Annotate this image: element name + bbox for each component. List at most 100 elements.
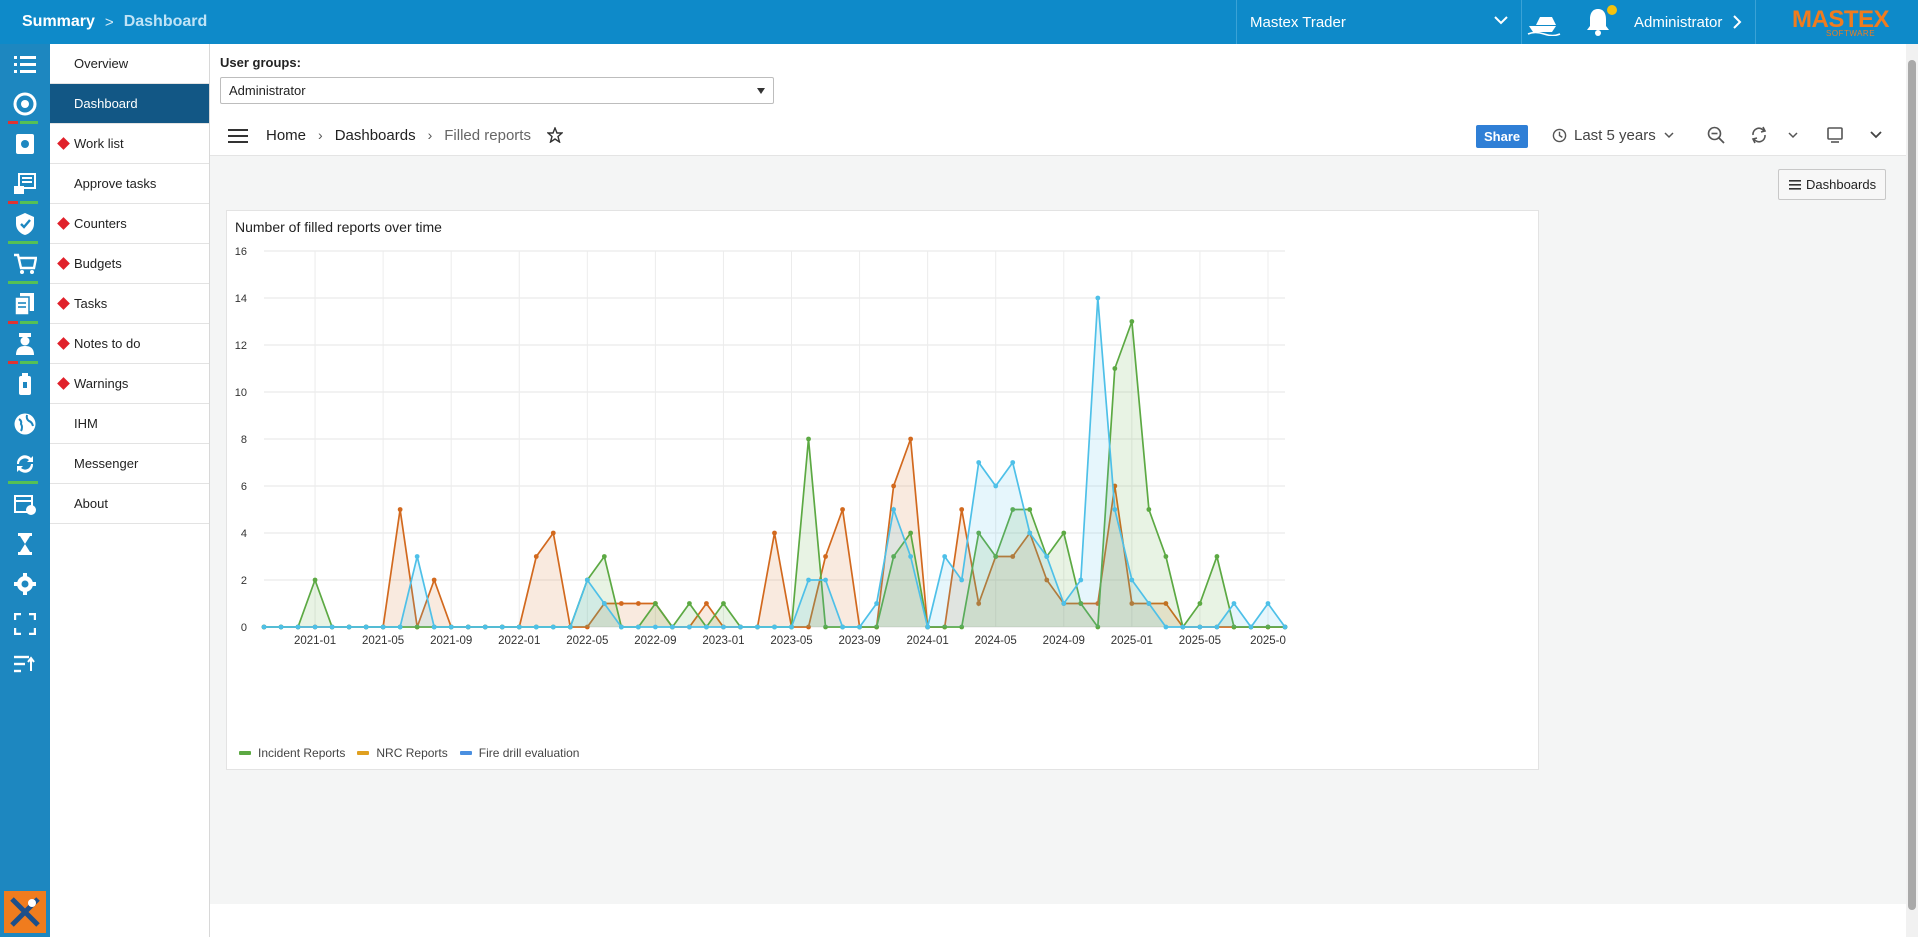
user-groups-select[interactable]: Administrator [220, 77, 774, 104]
side-menu-item-dashboard[interactable]: Dashboard [50, 84, 209, 124]
bell-icon[interactable] [1584, 6, 1612, 38]
dashboards-button[interactable]: Dashboards [1778, 169, 1886, 200]
zoom-out-icon[interactable] [1707, 126, 1725, 144]
data-point [601, 601, 607, 606]
user-groups-label: User groups: [220, 55, 301, 70]
chevron-down-icon[interactable] [1788, 130, 1798, 140]
data-point [1078, 601, 1084, 606]
dashboards-button-label: Dashboards [1806, 177, 1877, 192]
side-menu-item-overview[interactable]: Overview [50, 44, 209, 84]
time-range-label: Last 5 years [1574, 126, 1656, 144]
side-menu-item-work-list[interactable]: Work list [50, 124, 209, 164]
data-point [499, 624, 505, 630]
share-button[interactable]: Share [1476, 125, 1529, 148]
legend-item[interactable]: NRC Reports [357, 746, 448, 760]
data-point [908, 554, 914, 559]
side-menu-item-about[interactable]: About [50, 484, 209, 524]
legend-item[interactable]: Fire drill evaluation [459, 746, 579, 760]
legend-label: NRC Reports [376, 746, 448, 760]
breadcrumb-separator: › [318, 127, 323, 143]
star-icon[interactable] [546, 127, 563, 143]
user-menu[interactable]: Administrator [1634, 0, 1742, 44]
data-point [806, 577, 811, 583]
data-point [1010, 460, 1016, 465]
side-menu-item-label: Tasks [74, 296, 108, 311]
documents-icon[interactable] [0, 164, 50, 204]
data-point [261, 624, 267, 630]
vessel-selector[interactable]: Mastex Trader [1236, 0, 1522, 44]
breadcrumb-dashboards[interactable]: Dashboards [334, 126, 416, 144]
breadcrumb-summary[interactable]: Summary [22, 13, 95, 30]
side-menu-item-ihm[interactable]: IHM [50, 404, 209, 444]
data-point [1061, 601, 1067, 606]
side-menu-item-messenger[interactable]: Messenger [50, 444, 209, 484]
tv-mode-icon[interactable] [1826, 126, 1844, 144]
scrollbar-thumb[interactable] [1908, 60, 1916, 910]
ship-icon[interactable] [1526, 8, 1562, 36]
legend-swatch [459, 751, 472, 755]
x-tick-label: 2022-05 [566, 635, 608, 647]
series-area-incident-reports [264, 321, 1285, 627]
data-point [840, 624, 845, 630]
side-menu-item-warnings[interactable]: Warnings [50, 364, 209, 404]
legend-item[interactable]: Incident Reports [239, 746, 345, 760]
data-point [312, 577, 318, 583]
app-logo-icon[interactable] [4, 891, 46, 933]
data-point [976, 460, 982, 465]
data-point [874, 624, 879, 630]
safety-shield-icon[interactable] [0, 204, 50, 244]
data-point [1265, 601, 1271, 606]
settings-icon[interactable] [0, 564, 50, 604]
side-menu-item-tasks[interactable]: Tasks [50, 284, 209, 324]
list-icon[interactable] [0, 44, 50, 84]
data-point [312, 624, 318, 630]
data-point [1214, 624, 1220, 630]
data-point [601, 554, 607, 559]
sync-icon[interactable] [0, 444, 50, 484]
breadcrumb-home[interactable]: Home [266, 126, 307, 144]
side-menu-item-counters[interactable]: Counters [50, 204, 209, 244]
purchase-cart-icon[interactable] [0, 244, 50, 284]
x-tick-label: 2022-09 [634, 635, 676, 647]
mastex-logo: MASTEX SOFTWARE [1755, 0, 1918, 44]
data-point [959, 624, 965, 630]
data-point [1095, 624, 1101, 630]
x-tick-label: 2023-05 [770, 635, 812, 647]
status-bar [8, 361, 18, 364]
collapse-chevron-icon[interactable] [1870, 129, 1882, 141]
side-menu-item-budgets[interactable]: Budgets [50, 244, 209, 284]
y-tick-label: 10 [235, 387, 247, 399]
data-point [959, 507, 965, 512]
maintenance-icon[interactable] [0, 124, 50, 164]
sort-icon[interactable] [0, 644, 50, 684]
menu-icon[interactable] [228, 128, 248, 144]
side-menu-item-approve-tasks[interactable]: Approve tasks [50, 164, 209, 204]
crew-icon[interactable] [0, 324, 50, 364]
ship-stores-icon[interactable] [0, 364, 50, 404]
logo-subtext: SOFTWARE [1826, 29, 1876, 38]
data-point [976, 601, 982, 606]
breadcrumb-current: Filled reports [444, 126, 531, 144]
hourglass-icon[interactable] [0, 524, 50, 564]
side-menu-item-notes-to-do[interactable]: Notes to do [50, 324, 209, 364]
data-point [482, 624, 488, 630]
data-point [823, 624, 828, 630]
legend-swatch [239, 751, 251, 755]
data-point [1061, 530, 1067, 536]
data-point [652, 601, 658, 606]
refresh-icon[interactable] [1750, 126, 1768, 144]
data-point [414, 554, 420, 559]
status-bar [20, 321, 38, 324]
fullscreen-icon[interactable] [0, 604, 50, 644]
data-point [925, 624, 931, 630]
dashboard-icon[interactable] [0, 84, 50, 124]
globe-icon[interactable] [0, 404, 50, 444]
area-chart: 0 2 4 6 8 10 12 14 16 2021-01 2021-05 2021-09 2022-0… [235, 246, 1288, 647]
data-point [635, 624, 641, 630]
data-point [1010, 554, 1016, 559]
time-range-picker[interactable]: Last 5 years [1552, 114, 1674, 156]
calendar-icon[interactable] [0, 484, 50, 524]
data-point [1095, 295, 1101, 301]
reports-icon[interactable] [0, 284, 50, 324]
page-scrollbar[interactable] [1906, 44, 1918, 937]
